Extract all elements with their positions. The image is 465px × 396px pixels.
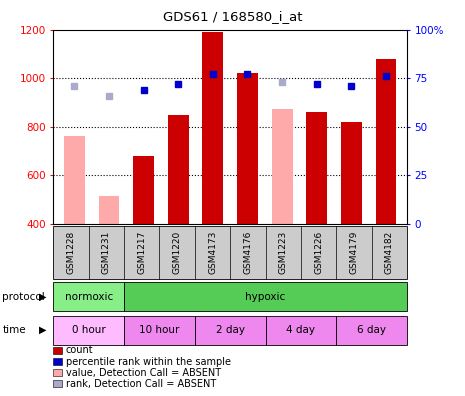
Text: hypoxic: hypoxic: [246, 291, 286, 302]
Text: 0 hour: 0 hour: [72, 325, 106, 335]
Text: percentile rank within the sample: percentile rank within the sample: [66, 356, 231, 367]
Text: GSM1228: GSM1228: [66, 231, 76, 274]
Text: GSM1226: GSM1226: [314, 231, 323, 274]
Text: 6 day: 6 day: [357, 325, 386, 335]
Text: ▶: ▶: [39, 325, 46, 335]
Text: time: time: [2, 325, 26, 335]
Text: GSM1220: GSM1220: [173, 231, 182, 274]
Bar: [306, 112, 327, 224]
Bar: [64, 136, 85, 224]
Bar: [237, 73, 258, 224]
Text: 10 hour: 10 hour: [140, 325, 179, 335]
Text: GDS61 / 168580_i_at: GDS61 / 168580_i_at: [163, 10, 302, 23]
Text: GSM4176: GSM4176: [243, 231, 252, 274]
Text: GSM1223: GSM1223: [279, 231, 288, 274]
Text: GSM1231: GSM1231: [102, 231, 111, 274]
Bar: [133, 156, 154, 224]
Bar: [376, 59, 397, 224]
Text: 4 day: 4 day: [286, 325, 315, 335]
Text: GSM4173: GSM4173: [208, 231, 217, 274]
Bar: [202, 32, 223, 224]
Text: normoxic: normoxic: [65, 291, 113, 302]
Bar: [272, 109, 292, 224]
Text: protocol: protocol: [2, 291, 45, 302]
Bar: [341, 122, 362, 224]
Text: GSM4182: GSM4182: [385, 231, 394, 274]
Text: 2 day: 2 day: [216, 325, 245, 335]
Bar: [99, 196, 120, 224]
Text: GSM4179: GSM4179: [349, 231, 359, 274]
Bar: [168, 114, 189, 224]
Text: ▶: ▶: [39, 291, 46, 302]
Text: count: count: [66, 345, 93, 356]
Text: GSM1217: GSM1217: [137, 231, 146, 274]
Text: rank, Detection Call = ABSENT: rank, Detection Call = ABSENT: [66, 379, 216, 389]
Text: value, Detection Call = ABSENT: value, Detection Call = ABSENT: [66, 367, 221, 378]
